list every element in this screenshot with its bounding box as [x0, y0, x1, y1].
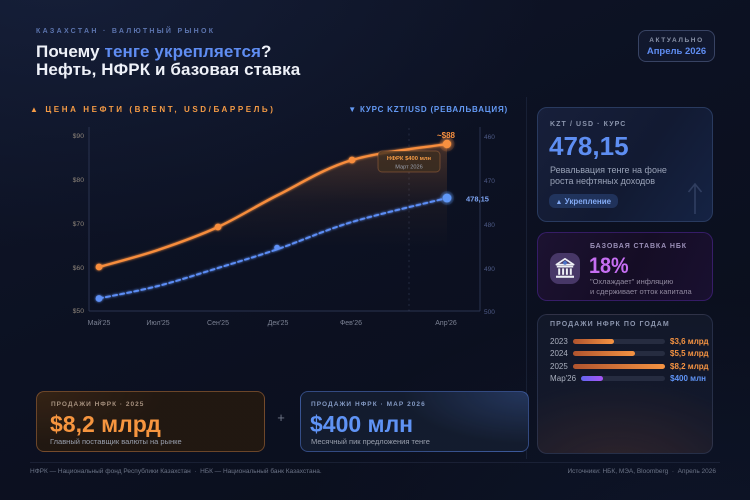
svg-text:470: 470 — [484, 178, 495, 185]
svg-text:478,15: 478,15 — [466, 195, 489, 204]
svg-text:Июл'25: Июл'25 — [146, 320, 169, 327]
svg-text:480: 480 — [484, 222, 495, 229]
svg-text:490: 490 — [484, 266, 495, 273]
svg-text:~$88: ~$88 — [437, 131, 456, 140]
svg-text:$90: $90 — [73, 133, 85, 140]
svg-text:$80: $80 — [73, 177, 85, 184]
svg-text:НФРК $400 млн: НФРК $400 млн — [387, 156, 432, 162]
svg-text:Дек'25: Дек'25 — [268, 320, 289, 327]
svg-text:$50: $50 — [73, 308, 85, 315]
svg-text:$70: $70 — [73, 221, 85, 228]
svg-text:Сен'25: Сен'25 — [207, 320, 229, 327]
svg-text:$60: $60 — [73, 265, 85, 272]
svg-text:460: 460 — [484, 134, 495, 141]
svg-text:Фев'26: Фев'26 — [340, 320, 362, 327]
svg-text:500: 500 — [484, 309, 495, 316]
svg-text:Апр'26: Апр'26 — [435, 320, 457, 327]
svg-text:Май'25: Май'25 — [88, 319, 111, 327]
svg-text:Март 2026: Март 2026 — [395, 165, 422, 171]
